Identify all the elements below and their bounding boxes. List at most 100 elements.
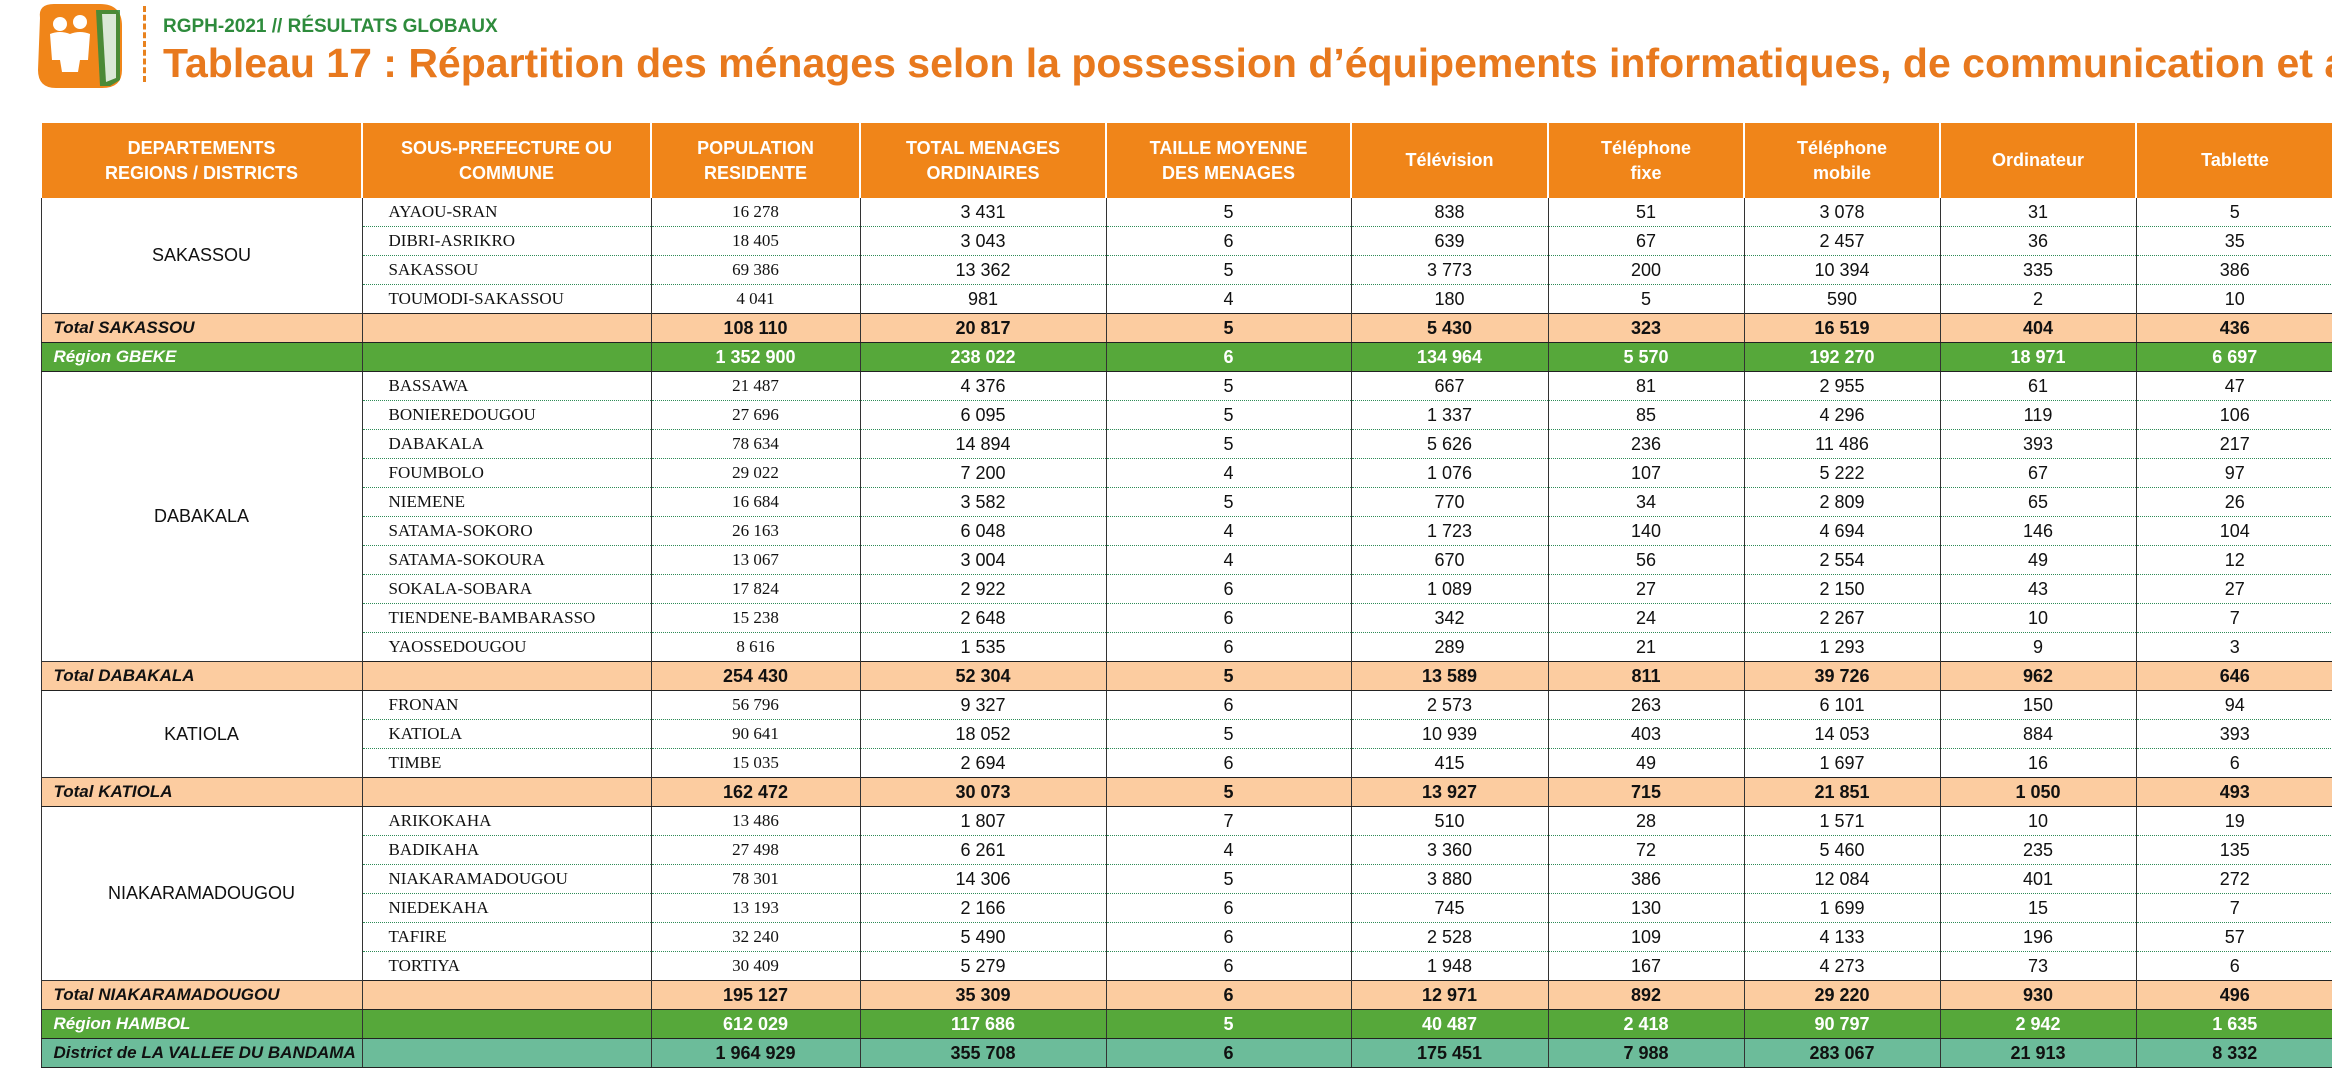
value-cell: 20 817 — [859, 313, 1106, 343]
value-cell: 7 — [2135, 603, 2332, 633]
value-cell: 135 — [2135, 835, 2332, 865]
value-cell: 192 270 — [1743, 342, 1940, 372]
value-cell: 72 — [1547, 835, 1744, 865]
value-cell: 2 457 — [1743, 226, 1940, 256]
value-cell: 715 — [1547, 777, 1744, 807]
value-cell: 639 — [1350, 226, 1548, 256]
value-cell: 1 697 — [1743, 748, 1940, 778]
commune-row: SATAMA-SOKORO 26 163 6 048 4 1 723 140 4 694 14… — [41, 516, 2332, 546]
value-cell: 21 913 — [1939, 1038, 2136, 1068]
commune-row: BONIEREDOUGOU 27 696 6 095 5 1 337 85 4 296 119… — [41, 400, 2332, 430]
value-cell: 4 376 — [859, 371, 1106, 401]
value-cell: 29 022 — [650, 458, 860, 488]
value-cell: 6 — [1105, 342, 1351, 372]
commune-name: SATAMA-SOKORO — [361, 516, 651, 546]
commune-name: NIEMENE — [361, 487, 651, 517]
column-header: TAILLE MOYENNE DES MENAGES — [1105, 123, 1351, 198]
empty-cell — [361, 661, 651, 691]
commune-row: DIBRI-ASRIKRO 18 405 3 043 6 639 67 2 457 36 35 — [41, 226, 2332, 256]
value-cell: 4 — [1105, 284, 1351, 314]
column-header: SOUS-PREFECTURE OU COMMUNE — [361, 123, 651, 198]
value-cell: 35 309 — [859, 980, 1106, 1010]
column-header: POPULATION RESIDENTE — [650, 123, 860, 198]
value-cell: 6 048 — [859, 516, 1106, 546]
department-total-row: Total SAKASSOU 108 110 20 817 5 5 430 323 16 5… — [40, 313, 2332, 343]
value-cell: 5 626 — [1350, 429, 1548, 459]
value-cell: 2 922 — [859, 574, 1106, 604]
value-cell: 7 200 — [859, 458, 1106, 488]
value-cell: 16 — [1939, 748, 2136, 778]
row-label: Total KATIOLA — [40, 777, 362, 807]
empty-cell — [361, 980, 651, 1010]
value-cell: 78 634 — [650, 429, 860, 459]
value-cell: 6 697 — [2135, 342, 2332, 372]
value-cell: 5 — [2135, 198, 2332, 227]
value-cell: 2 554 — [1743, 545, 1940, 575]
value-cell: 323 — [1547, 313, 1744, 343]
value-cell: 146 — [1939, 516, 2136, 546]
commune-name: SATAMA-SOKOURA — [361, 545, 651, 575]
value-cell: 12 084 — [1743, 864, 1940, 894]
value-cell: 5 — [1105, 400, 1351, 430]
commune-row: TIMBE 15 035 2 694 6 415 49 1 697 16 6 — [41, 748, 2332, 778]
value-cell: 13 362 — [859, 255, 1106, 285]
value-cell: 892 — [1547, 980, 1744, 1010]
value-cell: 4 041 — [650, 284, 860, 314]
value-cell: 7 — [2135, 893, 2332, 923]
value-cell: 65 — [1939, 487, 2136, 517]
value-cell: 4 — [1105, 516, 1351, 546]
value-cell: 108 110 — [650, 313, 860, 343]
value-cell: 15 238 — [650, 603, 860, 633]
value-cell: 981 — [859, 284, 1106, 314]
value-cell: 5 570 — [1547, 342, 1744, 372]
value-cell: 27 — [1547, 574, 1744, 604]
department-name: DABAKALA — [40, 371, 362, 662]
value-cell: 5 222 — [1743, 458, 1940, 488]
value-cell: 3 004 — [859, 545, 1106, 575]
commune-name: SAKASSOU — [361, 255, 651, 285]
value-cell: 496 — [2135, 980, 2332, 1010]
value-cell: 52 304 — [859, 661, 1106, 691]
row-label: Région HAMBOL — [40, 1009, 362, 1039]
commune-row: NIAKARAMADOUGOU 78 301 14 306 5 3 880 386 12 0… — [41, 864, 2332, 894]
value-cell: 289 — [1350, 632, 1548, 662]
row-label: Total SAKASSOU — [40, 313, 362, 343]
value-cell: 17 824 — [650, 574, 860, 604]
value-cell: 4 133 — [1743, 922, 1940, 952]
column-header: Télévision — [1350, 123, 1548, 198]
value-cell: 32 240 — [650, 922, 860, 952]
value-cell: 1 535 — [859, 632, 1106, 662]
value-cell: 386 — [2135, 255, 2332, 285]
commune-row: SOKALA-SOBARA 17 824 2 922 6 1 089 27 2 150 43 2… — [41, 574, 2332, 604]
region-total-row: Région GBEKE 1 352 900 238 022 6 134 964 5 57… — [40, 342, 2332, 372]
value-cell: 150 — [1939, 690, 2136, 720]
value-cell: 2 418 — [1547, 1009, 1744, 1039]
row-label: Total DABAKALA — [40, 661, 362, 691]
value-cell: 1 352 900 — [650, 342, 860, 372]
value-cell: 196 — [1939, 922, 2136, 952]
value-cell: 6 — [1105, 603, 1351, 633]
department-total-row: Total NIAKARAMADOUGOU 195 127 35 309 6 12 97… — [40, 980, 2332, 1010]
value-cell: 21 — [1547, 632, 1744, 662]
value-cell: 13 927 — [1350, 777, 1548, 807]
value-cell: 9 — [1939, 632, 2136, 662]
value-cell: 49 — [1547, 748, 1744, 778]
value-cell: 24 — [1547, 603, 1744, 633]
value-cell: 73 — [1939, 951, 2136, 981]
commune-name: AYAOU-SRAN — [361, 198, 651, 227]
district-total-row: District de LA VALLEE DU BANDAMA 1 964 92… — [40, 1038, 2332, 1068]
value-cell: 11 486 — [1743, 429, 1940, 459]
value-cell: 35 — [2135, 226, 2332, 256]
value-cell: 6 — [1105, 226, 1351, 256]
commune-name: BONIEREDOUGOU — [361, 400, 651, 430]
value-cell: 254 430 — [650, 661, 860, 691]
commune-name: TOUMODI-SAKASSOU — [361, 284, 651, 314]
data-table: DEPARTEMENTS REGIONS / DISTRICTS SOUS-PRE… — [40, 123, 2332, 1068]
commune-name: YAOSSEDOUGOU — [361, 632, 651, 662]
value-cell: 3 880 — [1350, 864, 1548, 894]
value-cell: 6 095 — [859, 400, 1106, 430]
commune-name: TORTIYA — [361, 951, 651, 981]
value-cell: 36 — [1939, 226, 2136, 256]
value-cell: 109 — [1547, 922, 1744, 952]
value-cell: 6 — [1105, 980, 1351, 1010]
